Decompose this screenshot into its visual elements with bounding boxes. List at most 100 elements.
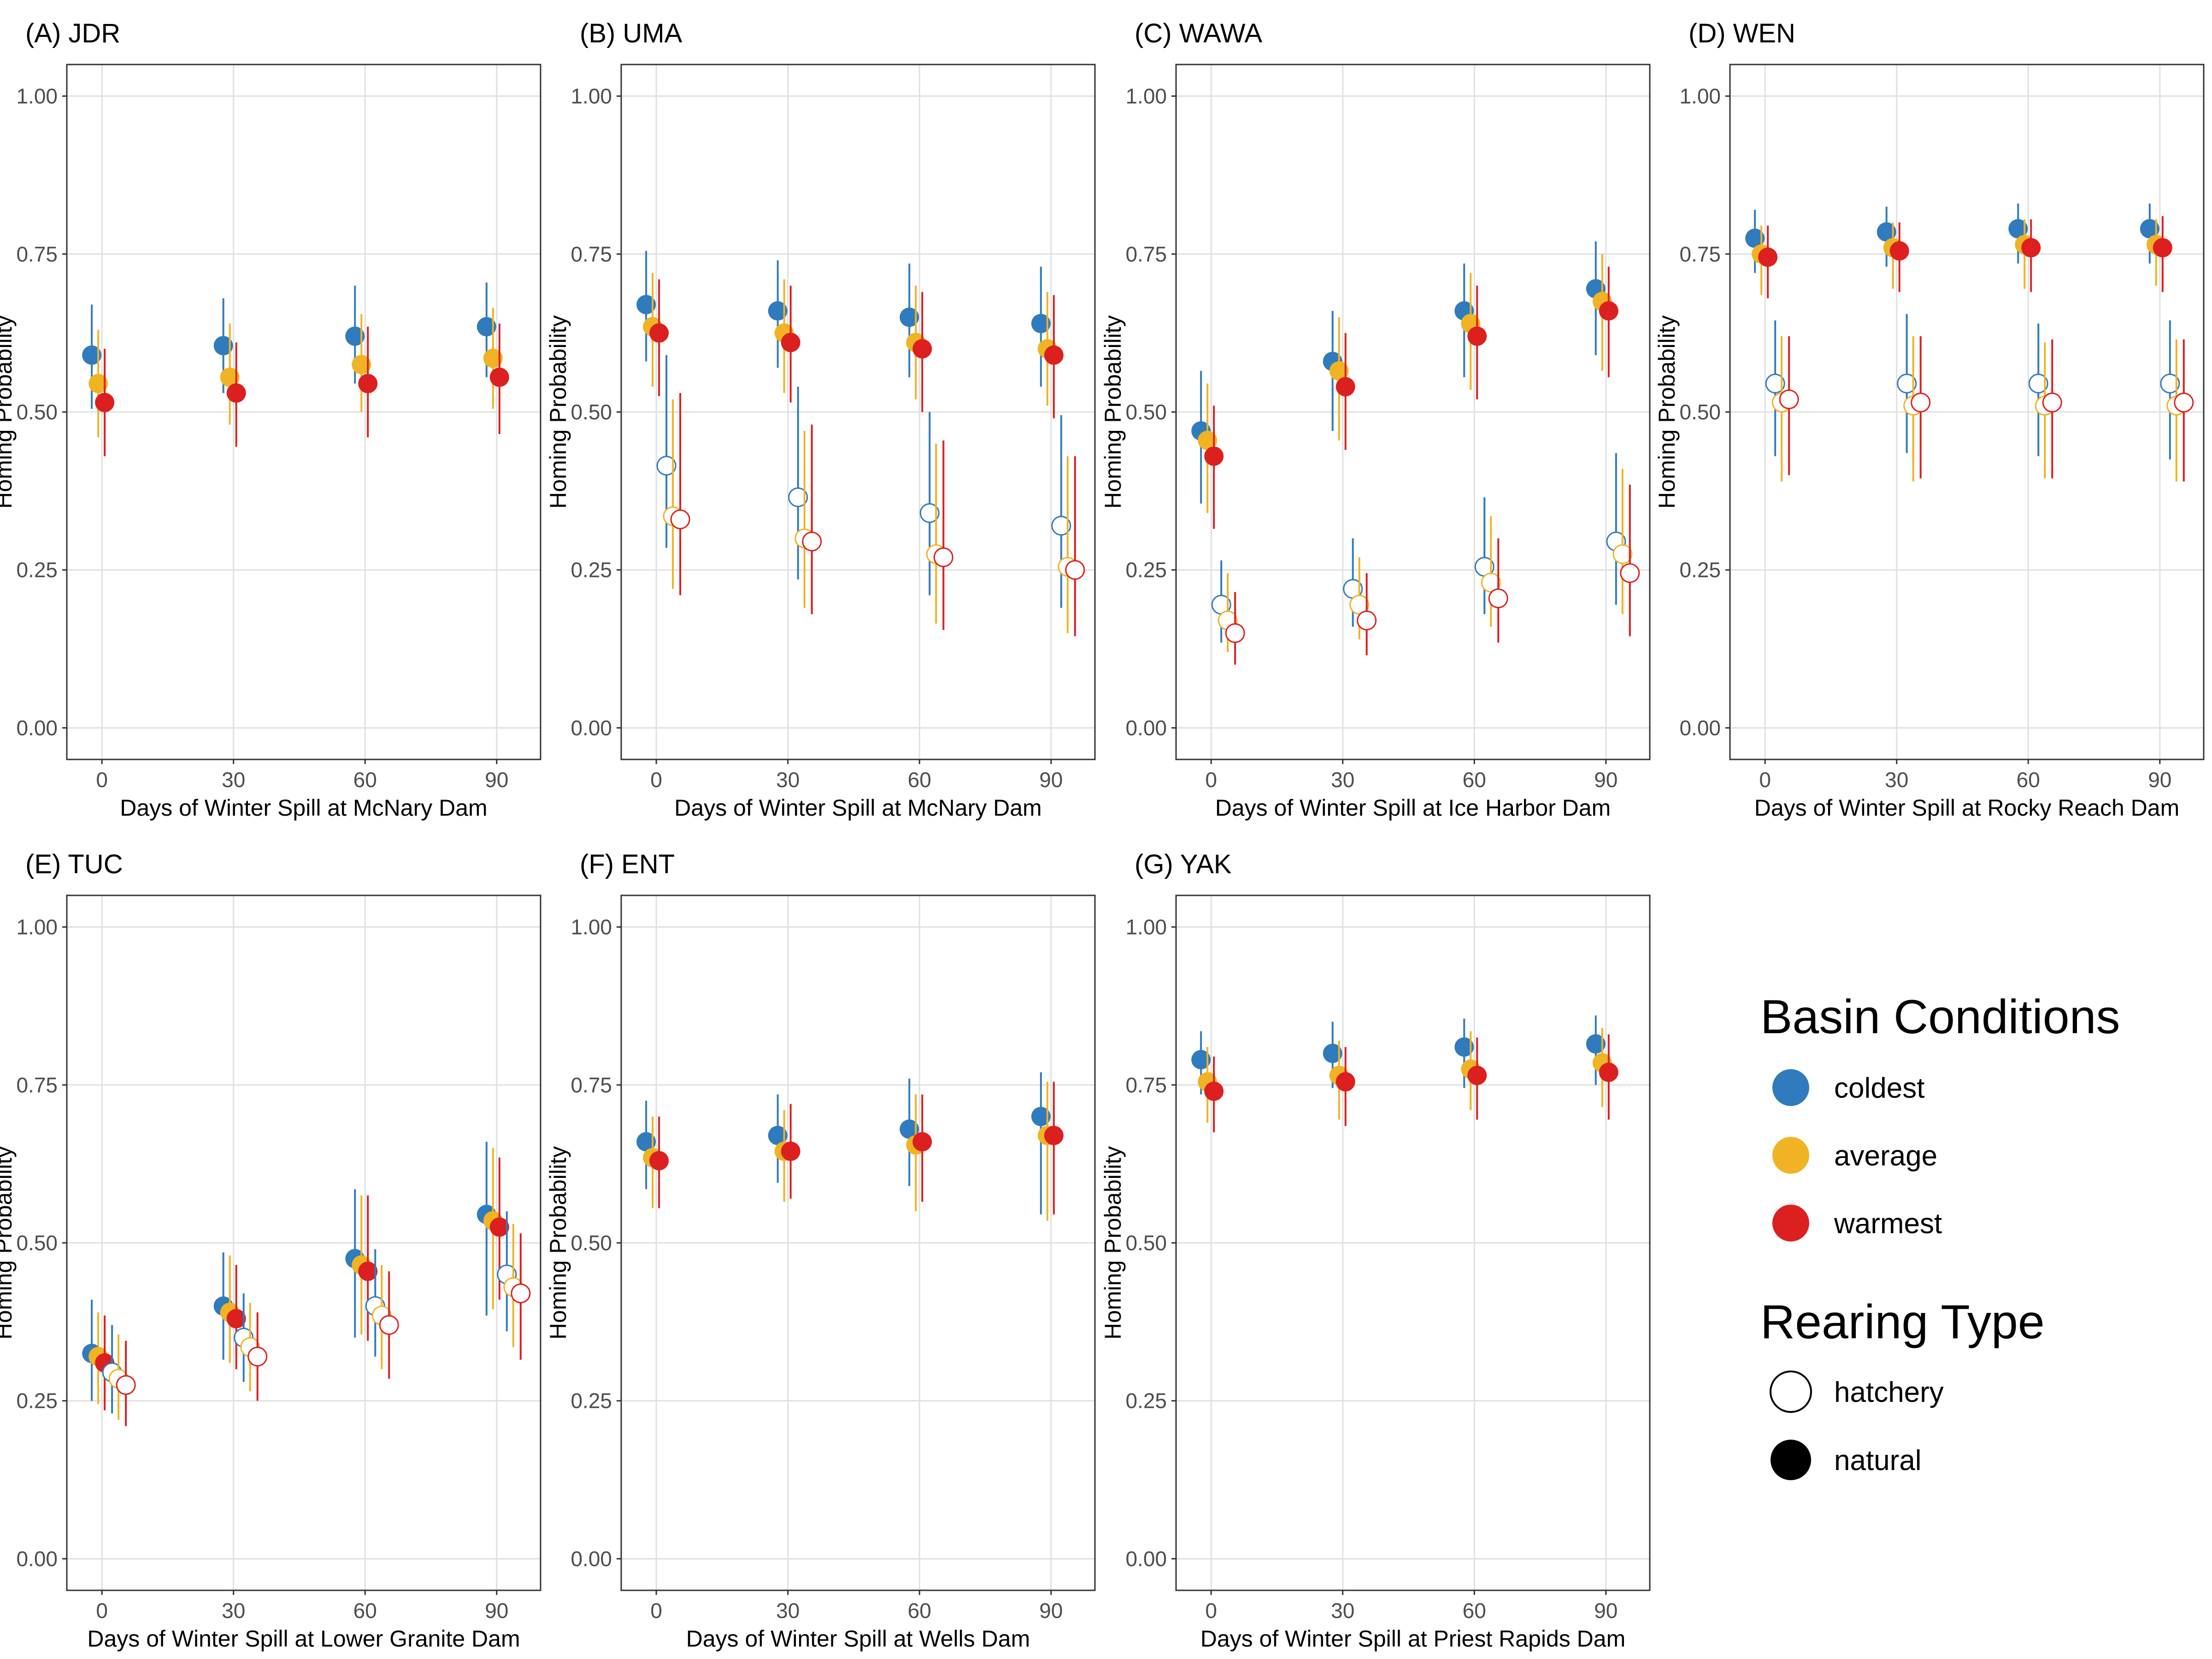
- data-point-hatchery: [1488, 588, 1508, 608]
- panel-border: [66, 894, 541, 1591]
- x-tick-label: 0: [96, 768, 108, 792]
- y-tick-label: 0.00: [1125, 1547, 1167, 1571]
- panel-border: [1175, 894, 1651, 1591]
- y-tick-label: 0.25: [16, 558, 58, 582]
- data-point-hatchery: [116, 1375, 136, 1395]
- x-axis-label: Days of Winter Spill at Wells Dam: [686, 1626, 1030, 1652]
- data-point-natural: [220, 367, 240, 387]
- data-point-natural: [1586, 1034, 1606, 1054]
- data-point-natural: [1031, 314, 1051, 334]
- data-point-natural: [900, 307, 919, 327]
- y-tick-label: 0.00: [571, 716, 612, 740]
- data-point-natural: [88, 374, 108, 394]
- data-point-natural: [768, 301, 788, 321]
- panel-title: (G) YAK: [1135, 849, 1232, 879]
- y-tick-label: 0.25: [571, 558, 612, 582]
- data-point-natural: [213, 336, 233, 356]
- panel-2: (C) WAWA 0.00 0.25 0.50 0.75 1.00 0 30 60 90 Days …: [1100, 18, 1651, 821]
- y-tick-label: 1.00: [1679, 84, 1721, 108]
- panel-border: [1175, 64, 1651, 760]
- y-axis-label: Homing Probability: [545, 1146, 571, 1340]
- data-point-hatchery: [788, 487, 808, 507]
- panel-border: [66, 64, 541, 760]
- data-point-natural: [226, 1309, 246, 1329]
- data-point-natural: [1889, 241, 1909, 261]
- y-tick-label: 1.00: [571, 84, 612, 108]
- x-tick-label: 60: [353, 1599, 377, 1623]
- data-point-natural: [1599, 301, 1618, 321]
- x-tick-label: 60: [908, 1599, 931, 1623]
- series-average-natural: [88, 307, 503, 437]
- data-point-natural: [768, 1125, 788, 1145]
- y-tick-label: 0.75: [571, 1073, 612, 1097]
- legend: Basin Conditions coldest average warmest…: [1760, 990, 2120, 1480]
- y-tick-label: 0.25: [571, 1389, 612, 1413]
- panel-title: (E) TUC: [25, 849, 123, 879]
- x-tick-label: 60: [1463, 768, 1486, 792]
- data-point-hatchery: [511, 1283, 531, 1304]
- x-tick-label: 30: [776, 768, 800, 792]
- legend-key-average: [1772, 1137, 1809, 1174]
- data-point-natural: [912, 339, 932, 359]
- x-tick-label: 0: [650, 1599, 662, 1623]
- legend-label-warmest: warmest: [1834, 1208, 1942, 1240]
- series-warmest-hatchery: [1225, 484, 1640, 665]
- panel-title: (A) JDR: [25, 18, 120, 48]
- legend-label-coldest: coldest: [1834, 1072, 1924, 1104]
- series-coldest-natural: [636, 1072, 1051, 1215]
- data-point-natural: [477, 317, 496, 336]
- panel-border: [620, 64, 1096, 760]
- data-point-natural: [226, 383, 246, 403]
- y-tick-label: 0.00: [16, 1547, 58, 1571]
- y-tick-label: 0.50: [1679, 400, 1721, 424]
- y-tick-label: 0.00: [1679, 716, 1721, 740]
- x-tick-label: 30: [776, 1599, 800, 1623]
- series-warmest-hatchery: [1779, 336, 2194, 482]
- data-point-natural: [489, 1217, 509, 1237]
- data-point-hatchery: [1065, 560, 1085, 580]
- y-axis-label: Homing Probability: [0, 1146, 17, 1340]
- data-point-natural: [352, 355, 371, 375]
- data-point-hatchery: [2028, 373, 2048, 394]
- data-point-hatchery: [1911, 392, 1931, 412]
- panel-border: [620, 894, 1096, 1591]
- data-point-natural: [82, 345, 102, 365]
- x-tick-label: 0: [96, 1599, 108, 1623]
- data-point-natural: [912, 1132, 932, 1152]
- x-tick-label: 90: [1039, 1599, 1063, 1623]
- y-tick-label: 0.50: [16, 400, 58, 424]
- data-point-natural: [2008, 219, 2028, 239]
- x-tick-label: 60: [1463, 1599, 1486, 1623]
- y-tick-label: 0.75: [1679, 242, 1721, 266]
- data-point-hatchery: [802, 531, 822, 552]
- data-point-natural: [1467, 326, 1487, 346]
- data-point-hatchery: [1357, 610, 1377, 630]
- x-axis-label: Days of Winter Spill at Lower Granite Da…: [87, 1626, 520, 1652]
- legend-label-natural: natural: [1834, 1445, 1922, 1477]
- data-point-hatchery: [1897, 373, 1917, 394]
- legend-key-coldest: [1772, 1069, 1809, 1106]
- y-tick-label: 0.75: [16, 242, 58, 266]
- y-tick-label: 0.50: [571, 400, 612, 424]
- y-tick-label: 1.00: [1125, 84, 1167, 108]
- data-point-natural: [1745, 229, 1765, 248]
- data-point-natural: [1191, 1050, 1211, 1070]
- data-point-natural: [1454, 1037, 1474, 1057]
- data-point-natural: [1323, 1043, 1342, 1063]
- data-point-natural: [649, 323, 669, 343]
- panel-0: (A) JDR 0.00 0.25 0.50 0.75 1.00 0 30 60 90 Days o…: [0, 18, 541, 821]
- data-point-hatchery: [933, 547, 953, 567]
- x-axis-label: Days of Winter Spill at Priest Rapids Da…: [1200, 1626, 1626, 1652]
- y-tick-label: 0.25: [1125, 1389, 1167, 1413]
- panels: (A) JDR 0.00 0.25 0.50 0.75 1.00 0 30 60 90 Days o…: [0, 18, 2205, 1652]
- data-point-natural: [1335, 1072, 1355, 1092]
- data-point-hatchery: [1051, 516, 1071, 536]
- data-point-hatchery: [670, 509, 690, 529]
- data-point-natural: [1031, 1106, 1051, 1126]
- data-point-hatchery: [1612, 544, 1633, 564]
- data-point-natural: [358, 374, 378, 394]
- legend-basin-title: Basin Conditions: [1760, 990, 2120, 1044]
- series-warmest-natural: [1758, 216, 2172, 299]
- data-point-natural: [636, 1132, 656, 1152]
- data-point-natural: [2140, 219, 2159, 239]
